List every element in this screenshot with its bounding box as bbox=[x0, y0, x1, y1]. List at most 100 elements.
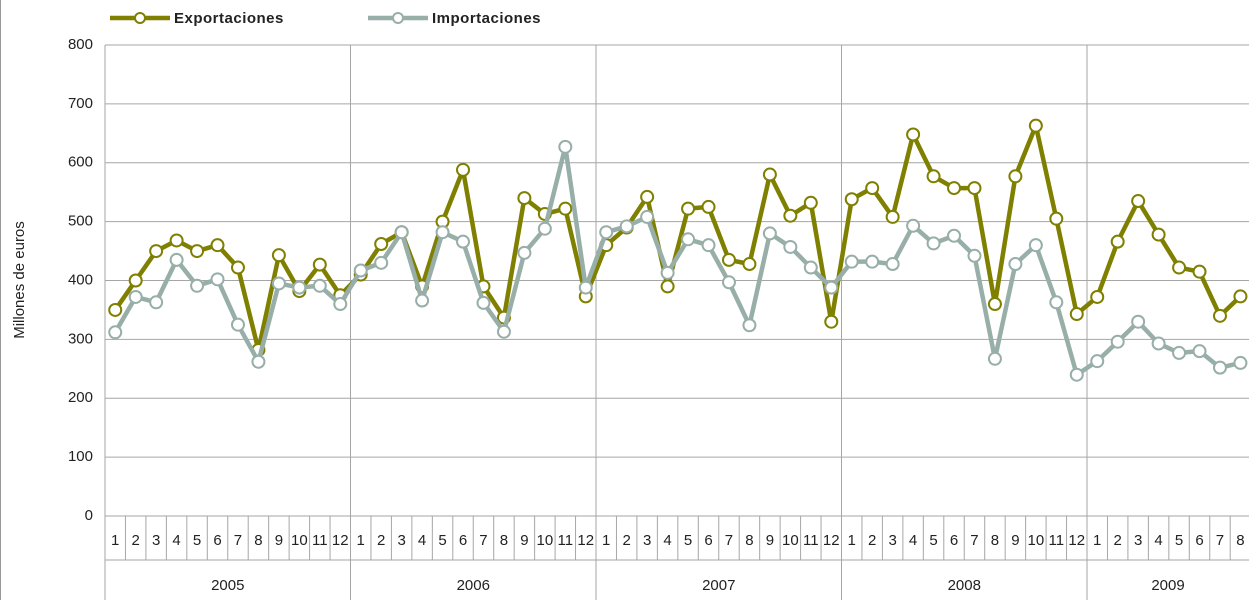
x-tick-label: 5 bbox=[1175, 532, 1183, 549]
point bbox=[1151, 336, 1166, 351]
point bbox=[149, 295, 164, 310]
x-tick-label: 3 bbox=[397, 532, 405, 549]
y-tick-label: 100 bbox=[68, 448, 93, 465]
x-group-label: 2009 bbox=[1151, 577, 1184, 594]
point bbox=[128, 273, 143, 288]
x-tick-label: 1 bbox=[602, 532, 610, 549]
point bbox=[415, 293, 430, 308]
point bbox=[251, 354, 266, 369]
point bbox=[1212, 308, 1227, 323]
point bbox=[312, 278, 327, 293]
x-tick-label: 5 bbox=[684, 532, 692, 549]
x-tick-label: 8 bbox=[745, 532, 753, 549]
point bbox=[619, 219, 634, 234]
point bbox=[108, 325, 123, 340]
point bbox=[558, 139, 573, 154]
x-tick-label: 7 bbox=[725, 532, 733, 549]
point bbox=[230, 260, 245, 275]
point bbox=[1233, 355, 1248, 370]
point bbox=[742, 257, 757, 272]
point bbox=[701, 199, 716, 214]
y-axis-label: Millones de euros bbox=[11, 221, 28, 339]
x-tick-label: 2 bbox=[868, 532, 876, 549]
point bbox=[128, 289, 143, 304]
x-tick-label: 2 bbox=[623, 532, 631, 549]
point bbox=[292, 280, 307, 295]
point bbox=[1008, 257, 1023, 272]
y-tick-label: 800 bbox=[68, 36, 93, 53]
point bbox=[844, 192, 859, 207]
x-tick-label: 12 bbox=[1068, 532, 1085, 549]
x-tick-label: 3 bbox=[152, 532, 160, 549]
point bbox=[1049, 211, 1064, 226]
x-tick-label: 4 bbox=[663, 532, 671, 549]
point bbox=[906, 127, 921, 142]
point bbox=[885, 209, 900, 224]
x-tick-label: 6 bbox=[459, 532, 467, 549]
point bbox=[374, 236, 389, 251]
x-tick-label: 12 bbox=[823, 532, 840, 549]
point bbox=[271, 248, 286, 263]
x-tick-label: 8 bbox=[254, 532, 262, 549]
point bbox=[721, 275, 736, 290]
point bbox=[374, 255, 389, 270]
point bbox=[169, 252, 184, 267]
x-tick-label: 6 bbox=[1195, 532, 1203, 549]
point bbox=[1090, 354, 1105, 369]
x-tick-label: 11 bbox=[558, 532, 574, 549]
x-tick-label: 2 bbox=[132, 532, 140, 549]
point bbox=[824, 280, 839, 295]
legend-marker bbox=[392, 12, 404, 24]
point bbox=[1192, 264, 1207, 279]
point bbox=[967, 181, 982, 196]
x-tick-label: 8 bbox=[500, 532, 508, 549]
x-tick-label: 3 bbox=[643, 532, 651, 549]
y-tick-label: 700 bbox=[68, 95, 93, 112]
point bbox=[169, 233, 184, 248]
point bbox=[230, 317, 245, 332]
point bbox=[1110, 334, 1125, 349]
x-tick-label: 3 bbox=[1134, 532, 1142, 549]
x-tick-label: 1 bbox=[357, 532, 365, 549]
point bbox=[947, 228, 962, 243]
point bbox=[926, 169, 941, 184]
x-tick-label: 6 bbox=[704, 532, 712, 549]
point bbox=[190, 244, 205, 259]
x-tick-label: 11 bbox=[312, 532, 328, 549]
y-tick-label: 500 bbox=[68, 213, 93, 230]
point bbox=[681, 201, 696, 216]
y-tick-label: 600 bbox=[68, 154, 93, 171]
x-group-label: 2006 bbox=[457, 577, 490, 594]
point bbox=[312, 257, 327, 272]
point bbox=[783, 239, 798, 254]
point bbox=[456, 162, 471, 177]
x-tick-label: 5 bbox=[438, 532, 446, 549]
x-tick-label: 10 bbox=[782, 532, 799, 549]
x-tick-label: 9 bbox=[1011, 532, 1019, 549]
point bbox=[456, 234, 471, 249]
point bbox=[210, 272, 225, 287]
point bbox=[333, 297, 348, 312]
x-tick-label: 7 bbox=[479, 532, 487, 549]
point bbox=[1172, 345, 1187, 360]
x-tick-label: 4 bbox=[1154, 532, 1162, 549]
point bbox=[1151, 227, 1166, 242]
legend-marker bbox=[134, 12, 146, 24]
point bbox=[1008, 169, 1023, 184]
point bbox=[517, 245, 532, 260]
x-tick-label: 4 bbox=[172, 532, 180, 549]
point bbox=[537, 221, 552, 236]
point bbox=[1172, 260, 1187, 275]
point bbox=[394, 225, 409, 240]
point bbox=[1212, 360, 1227, 375]
x-tick-label: 9 bbox=[766, 532, 774, 549]
x-tick-label: 7 bbox=[234, 532, 242, 549]
point bbox=[1028, 118, 1043, 133]
point bbox=[1090, 289, 1105, 304]
point bbox=[1069, 307, 1084, 322]
point bbox=[1028, 238, 1043, 253]
point bbox=[967, 248, 982, 263]
point bbox=[660, 265, 675, 280]
point bbox=[640, 209, 655, 224]
